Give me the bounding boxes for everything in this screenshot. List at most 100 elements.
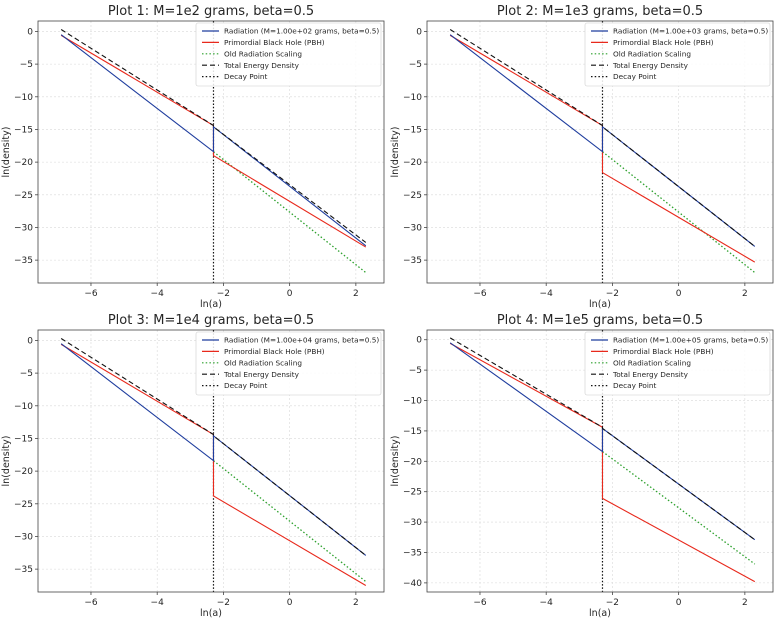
y-tick-label: −35: [14, 565, 33, 575]
y-tick-label: −20: [14, 467, 33, 477]
x-tick-label: −6: [84, 598, 98, 608]
legend-label: Radiation (M=1.00e+05 grams, beta=0.5): [613, 336, 768, 345]
plot-area: [60, 21, 367, 283]
legend-label: Decay Point: [224, 381, 267, 390]
x-tick-label: −6: [84, 289, 98, 299]
y-tick-label: −5: [409, 60, 422, 70]
x-tick-label: −6: [473, 598, 487, 608]
legend-label: Total Energy Density: [223, 61, 300, 70]
y-tick-label: −25: [14, 500, 33, 510]
x-axis-label: ln(a): [589, 608, 611, 619]
legend: Radiation (M=1.00e+02 grams, beta=0.5) Pr…: [195, 22, 382, 87]
legend-label: Primordial Black Hole (PBH): [613, 347, 714, 356]
legend-label: Old Radiation Scaling: [224, 358, 302, 367]
plot-frame: [37, 329, 385, 593]
series-line-radiation: [60, 34, 367, 247]
legend-label: Decay Point: [613, 72, 656, 81]
legend-label: Primordial Black Hole (PBH): [613, 38, 714, 47]
y-axis-label: ln(density): [390, 436, 401, 487]
y-tick-label: −10: [14, 93, 33, 103]
y-tick-label: 0: [27, 336, 33, 346]
series-line-total: [449, 29, 756, 247]
series-line-total: [449, 337, 756, 541]
x-tick-label: 2: [353, 598, 359, 608]
x-tick-label: −4: [540, 289, 554, 299]
y-axis-label: ln(density): [390, 127, 401, 178]
y-tick-label: −5: [20, 60, 33, 70]
y-tick-label: −10: [403, 93, 422, 103]
x-tick-label: −2: [217, 598, 230, 608]
y-tick-label: −30: [14, 223, 33, 233]
x-tick-label: 0: [287, 598, 293, 608]
series-line-old-radiation: [213, 460, 367, 583]
x-tick-label: −6: [473, 289, 487, 299]
series-line-radiation: [60, 343, 367, 556]
legend-label: Radiation (M=1.00e+03 grams, beta=0.5): [613, 27, 768, 36]
chart-title: Plot 2: M=1e3 grams, beta=0.5: [497, 4, 703, 19]
y-tick-label: −5: [409, 366, 422, 376]
y-tick-label: −15: [403, 125, 422, 135]
x-tick-label: −4: [151, 598, 165, 608]
y-tick-label: 0: [416, 27, 422, 37]
legend-label: Total Energy Density: [612, 61, 689, 70]
y-tick-label: −15: [403, 427, 422, 437]
x-tick-label: 0: [287, 289, 293, 299]
y-tick-label: −35: [403, 256, 422, 266]
chart-title: Plot 3: M=1e4 grams, beta=0.5: [108, 313, 314, 328]
legend: Radiation (M=1.00e+03 grams, beta=0.5) Pr…: [584, 22, 771, 87]
x-tick-label: 2: [353, 289, 359, 299]
chart-title: Plot 1: M=1e2 grams, beta=0.5: [108, 4, 314, 19]
y-tick-label: −15: [14, 125, 33, 135]
y-axis-label: ln(density): [1, 127, 12, 178]
y-tick-label: −25: [403, 488, 422, 498]
legend-box: [584, 331, 771, 396]
legend-label: Radiation (M=1.00e+02 grams, beta=0.5): [224, 27, 379, 36]
series-line-old-radiation: [602, 151, 756, 274]
plot-frame: [37, 20, 385, 284]
legend-label: Decay Point: [224, 72, 267, 81]
series-line-total: [60, 338, 367, 556]
x-tick-label: −4: [151, 289, 165, 299]
x-tick-label: −2: [606, 289, 619, 299]
x-axis-label: ln(a): [200, 608, 222, 619]
legend-label: Total Energy Density: [612, 370, 689, 379]
x-tick-label: −4: [540, 598, 554, 608]
legend: Radiation (M=1.00e+04 grams, beta=0.5) Pr…: [195, 331, 382, 396]
y-tick-label: −30: [403, 223, 422, 233]
y-tick-label: −25: [14, 191, 33, 201]
legend-label: Radiation (M=1.00e+04 grams, beta=0.5): [224, 336, 379, 345]
y-tick-label: −5: [20, 369, 33, 379]
legend-label: Primordial Black Hole (PBH): [224, 38, 325, 47]
x-tick-label: 0: [676, 289, 682, 299]
y-tick-label: −20: [403, 158, 422, 168]
legend: Radiation (M=1.00e+05 grams, beta=0.5) Pr…: [584, 331, 771, 396]
y-tick-label: −25: [403, 191, 422, 201]
legend-label: Old Radiation Scaling: [613, 49, 691, 58]
y-tick-label: −35: [403, 548, 422, 558]
x-tick-label: 0: [676, 598, 682, 608]
x-tick-label: 2: [742, 289, 748, 299]
legend-label: Old Radiation Scaling: [224, 49, 302, 58]
y-tick-label: 0: [27, 27, 33, 37]
series-line-pbh: [60, 343, 367, 586]
series-line-total: [60, 29, 367, 243]
y-tick-label: −10: [14, 402, 33, 412]
series-line-pbh: [449, 342, 756, 583]
y-tick-label: −15: [14, 434, 33, 444]
y-tick-label: −40: [403, 579, 422, 589]
y-tick-label: 0: [416, 336, 422, 346]
x-tick-label: 2: [742, 598, 748, 608]
y-tick-label: −20: [14, 158, 33, 168]
chart-title: Plot 4: M=1e5 grams, beta=0.5: [497, 313, 703, 328]
legend-label: Old Radiation Scaling: [613, 358, 691, 367]
y-tick-label: −35: [14, 256, 33, 266]
x-axis-label: ln(a): [200, 299, 222, 310]
x-tick-label: −2: [606, 598, 619, 608]
y-tick-label: −30: [14, 532, 33, 542]
y-tick-label: −30: [403, 518, 422, 528]
